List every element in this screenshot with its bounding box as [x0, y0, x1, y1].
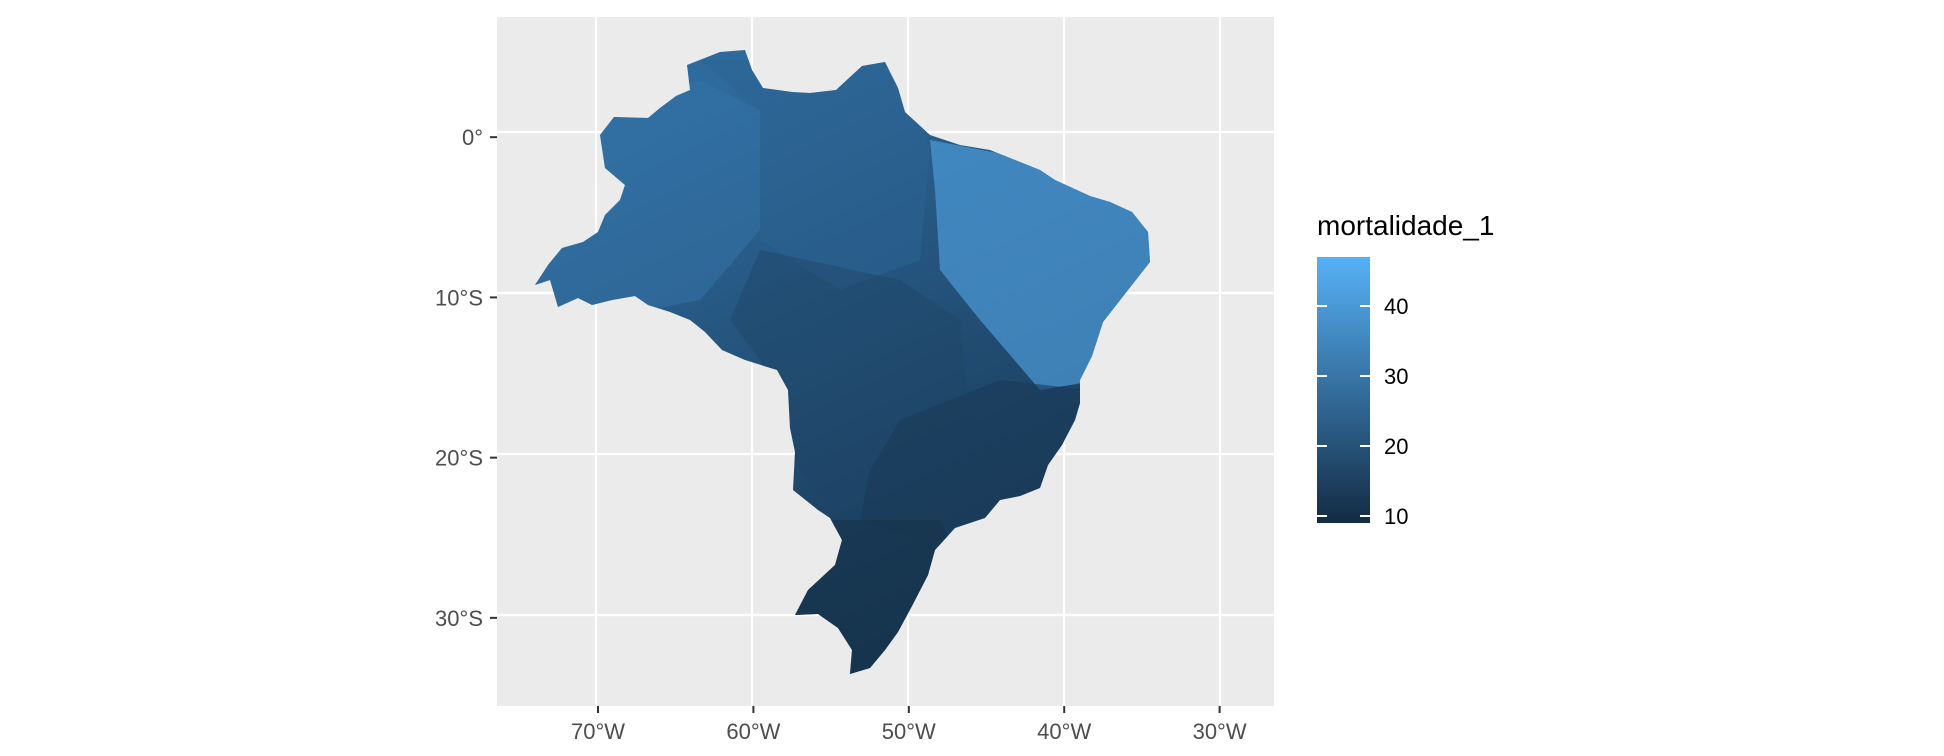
legend-break-label: 30	[1384, 364, 1408, 389]
x-tick-label: 50°W	[882, 719, 936, 744]
legend: mortalidade_1 10 20 30 40	[1317, 210, 1494, 529]
y-tick-label: 20°S	[435, 446, 483, 471]
legend-colorbar	[1317, 257, 1370, 523]
y-tick-label: 0°	[462, 125, 483, 150]
x-tick-label: 30°W	[1193, 719, 1247, 744]
legend-break-label: 20	[1384, 434, 1408, 459]
x-axis: 70°W 60°W 50°W 40°W 30°W	[571, 706, 1247, 744]
x-tick-label: 70°W	[571, 719, 625, 744]
legend-break-label: 10	[1384, 504, 1408, 529]
legend-break-label: 40	[1384, 294, 1408, 319]
legend-title: mortalidade_1	[1317, 210, 1494, 241]
y-tick-label: 10°S	[435, 285, 483, 310]
y-tick-label: 30°S	[435, 606, 483, 631]
x-tick-label: 40°W	[1037, 719, 1091, 744]
y-axis: 0° 10°S 20°S 30°S	[435, 125, 497, 631]
region-north	[700, 60, 930, 290]
x-tick-label: 60°W	[726, 719, 780, 744]
region-southeast	[860, 380, 1090, 540]
legend-breaks: 10 20 30 40	[1317, 294, 1408, 529]
